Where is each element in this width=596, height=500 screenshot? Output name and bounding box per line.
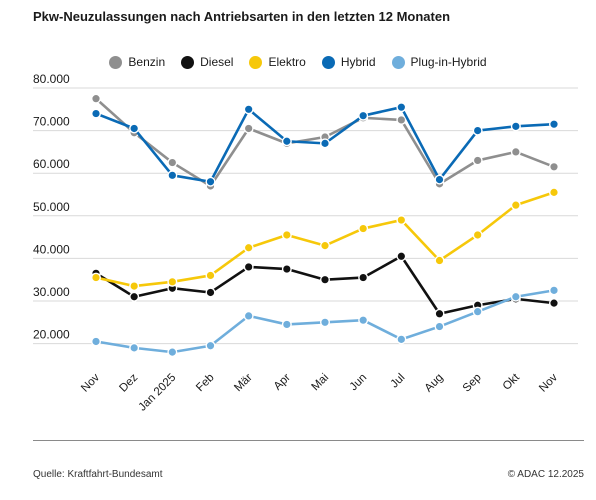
data-point-elektro bbox=[205, 270, 216, 281]
data-point-elektro bbox=[434, 255, 445, 266]
data-point-hybrid bbox=[549, 119, 560, 130]
y-tick-label: 40.000 bbox=[33, 242, 70, 256]
legend-item-plug-in-hybrid[interactable]: Plug-in-Hybrid bbox=[391, 55, 487, 69]
x-tick-label: Mai bbox=[310, 372, 332, 394]
data-point-elektro bbox=[90, 272, 101, 283]
data-point-elektro bbox=[129, 281, 140, 292]
data-point-hybrid bbox=[167, 170, 178, 181]
x-tick-label: Jul bbox=[389, 372, 408, 391]
legend-item-elektro[interactable]: Elektro bbox=[249, 55, 306, 69]
data-point-benzin bbox=[549, 161, 560, 172]
data-point-plug-in-hybrid bbox=[434, 321, 445, 332]
y-tick-label: 70.000 bbox=[33, 115, 70, 129]
data-point-diesel bbox=[434, 308, 445, 319]
data-point-hybrid bbox=[320, 138, 331, 149]
data-point-plug-in-hybrid bbox=[320, 317, 331, 328]
data-point-elektro bbox=[472, 229, 483, 240]
data-point-elektro bbox=[549, 187, 560, 198]
data-point-elektro bbox=[510, 200, 521, 211]
data-point-benzin bbox=[243, 123, 254, 134]
data-point-plug-in-hybrid bbox=[205, 340, 216, 351]
data-point-hybrid bbox=[205, 176, 216, 187]
data-point-hybrid bbox=[472, 125, 483, 136]
x-tick-label: Apr bbox=[272, 372, 293, 393]
data-point-hybrid bbox=[434, 174, 445, 185]
legend-label: Hybrid bbox=[340, 55, 376, 69]
x-tick-label: Jun bbox=[348, 372, 370, 394]
x-tick-label: Jan 2025 bbox=[137, 372, 179, 414]
y-tick-label: 30.000 bbox=[33, 285, 70, 299]
copyright-note: © ADAC 12.2025 bbox=[507, 469, 584, 480]
y-tick-label: 50.000 bbox=[33, 200, 70, 214]
x-tick-label: Nov bbox=[537, 371, 560, 394]
legend-label: Plug-in-Hybrid bbox=[410, 55, 487, 69]
data-point-elektro bbox=[167, 276, 178, 287]
legend-marker bbox=[249, 55, 263, 69]
x-tick-label: Dez bbox=[117, 371, 140, 394]
y-tick-label: 20.000 bbox=[33, 328, 70, 342]
y-tick-label: 60.000 bbox=[33, 157, 70, 171]
x-tick-label: Okt bbox=[501, 371, 523, 393]
data-point-plug-in-hybrid bbox=[510, 291, 521, 302]
data-point-hybrid bbox=[358, 110, 369, 121]
data-point-hybrid bbox=[281, 136, 292, 147]
data-point-plug-in-hybrid bbox=[549, 285, 560, 296]
x-tick-label: Sep bbox=[461, 372, 484, 395]
legend: Benzin Diesel Elektro Hybrid Plug-in-Hybrid bbox=[0, 52, 596, 72]
legend-item-diesel[interactable]: Diesel bbox=[181, 55, 233, 69]
y-tick-label: 80.000 bbox=[33, 72, 70, 86]
data-point-diesel bbox=[129, 291, 140, 302]
legend-label: Elektro bbox=[268, 55, 306, 69]
data-point-elektro bbox=[358, 223, 369, 234]
data-point-diesel bbox=[205, 287, 216, 298]
legend-marker bbox=[181, 55, 195, 69]
data-point-diesel bbox=[243, 261, 254, 272]
data-point-benzin bbox=[90, 93, 101, 104]
data-point-benzin bbox=[510, 146, 521, 157]
legend-marker bbox=[391, 55, 405, 69]
data-point-diesel bbox=[358, 272, 369, 283]
data-point-benzin bbox=[472, 155, 483, 166]
line-chart: 20.000 30.000 40.000 50.000 60.000 70.000 80.0… bbox=[33, 72, 578, 414]
legend-item-benzin[interactable]: Benzin bbox=[109, 55, 165, 69]
x-tick-label: Nov bbox=[79, 371, 102, 394]
data-point-plug-in-hybrid bbox=[472, 306, 483, 317]
data-point-elektro bbox=[320, 240, 331, 251]
data-point-benzin bbox=[167, 157, 178, 168]
data-point-plug-in-hybrid bbox=[396, 334, 407, 345]
legend-marker bbox=[109, 55, 123, 69]
data-point-diesel bbox=[320, 274, 331, 285]
legend-item-hybrid[interactable]: Hybrid bbox=[321, 55, 376, 69]
data-point-elektro bbox=[243, 242, 254, 253]
series-line-diesel bbox=[95, 254, 555, 316]
data-point-hybrid bbox=[243, 104, 254, 115]
legend-label: Diesel bbox=[200, 55, 234, 69]
legend-label: Benzin bbox=[128, 55, 166, 69]
x-tick-label: Mär bbox=[232, 372, 255, 395]
data-point-diesel bbox=[549, 298, 560, 309]
data-point-plug-in-hybrid bbox=[358, 315, 369, 326]
data-point-hybrid bbox=[90, 108, 101, 119]
data-point-plug-in-hybrid bbox=[167, 347, 178, 358]
data-point-diesel bbox=[281, 264, 292, 275]
data-point-hybrid bbox=[510, 121, 521, 132]
footer-divider bbox=[33, 440, 584, 441]
data-point-plug-in-hybrid bbox=[129, 342, 140, 353]
series-line-elektro bbox=[95, 191, 555, 288]
data-point-elektro bbox=[396, 215, 407, 226]
data-point-hybrid bbox=[396, 102, 407, 113]
chart-title: Pkw-Neuzulassungen nach Antriebsarten in… bbox=[33, 9, 451, 24]
x-tick-label: Feb bbox=[194, 372, 217, 395]
data-point-hybrid bbox=[129, 123, 140, 134]
legend-marker bbox=[321, 55, 335, 69]
data-point-benzin bbox=[396, 114, 407, 125]
data-point-plug-in-hybrid bbox=[243, 310, 254, 321]
source-note: Quelle: Kraftfahrt-Bundesamt bbox=[33, 469, 163, 480]
data-point-elektro bbox=[281, 229, 292, 240]
data-point-plug-in-hybrid bbox=[90, 336, 101, 347]
data-point-diesel bbox=[396, 251, 407, 262]
x-tick-label: Aug bbox=[423, 372, 446, 395]
data-point-plug-in-hybrid bbox=[281, 319, 292, 330]
